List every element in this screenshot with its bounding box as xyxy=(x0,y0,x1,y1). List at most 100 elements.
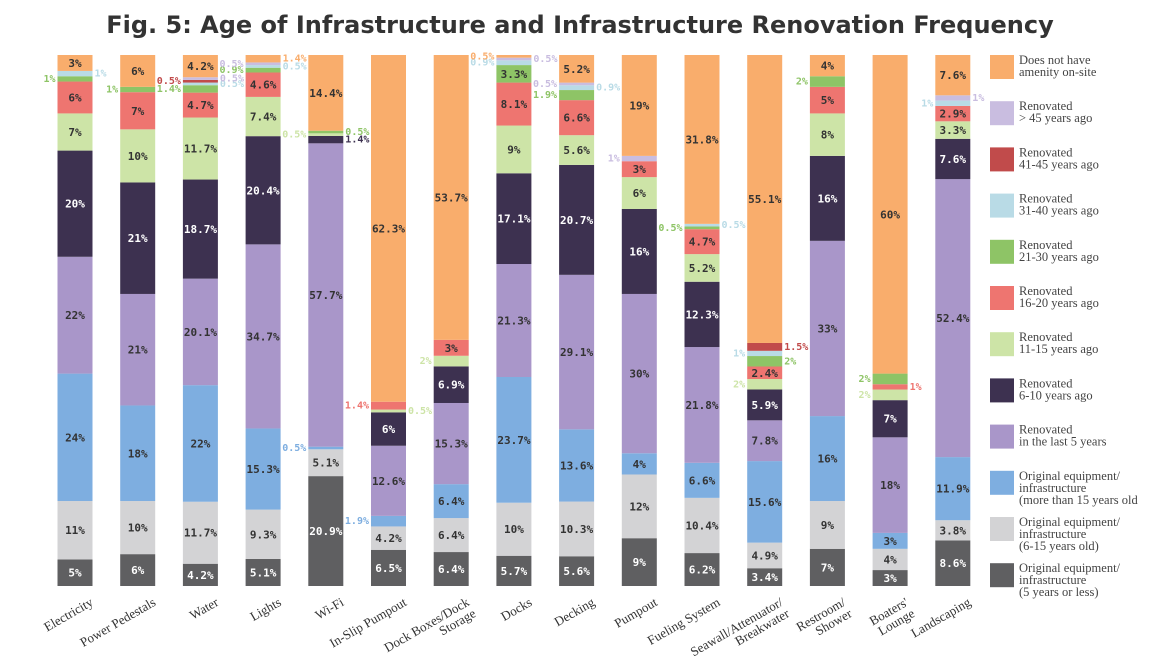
segment-label: 0.5% xyxy=(408,406,432,417)
bar-segment xyxy=(809,416,845,502)
bar-segment xyxy=(182,563,218,586)
bar-segment xyxy=(371,526,406,550)
segment-label: 8% xyxy=(821,129,835,142)
bar-segment xyxy=(747,420,783,462)
bar-segment xyxy=(684,254,720,282)
bar-segment xyxy=(621,177,657,209)
segment-label: 30% xyxy=(629,368,649,381)
segment-label: 0.5% xyxy=(220,74,244,85)
segment-label: 2% xyxy=(784,356,796,367)
bar-segment xyxy=(433,552,469,586)
category-label: Landscaping xyxy=(908,594,973,640)
segment-label: 1.5% xyxy=(784,342,808,353)
segment-label: 22% xyxy=(65,309,85,322)
segment-label: 0.9% xyxy=(220,65,244,76)
bar-segment xyxy=(57,55,93,71)
category-label: Lights xyxy=(247,594,283,624)
segment-label: 1.9% xyxy=(345,516,369,527)
segment-label: 1% xyxy=(95,69,107,80)
bar-segment xyxy=(496,502,532,556)
bar-segment xyxy=(371,515,406,527)
bar-segment xyxy=(182,117,218,180)
bar-segment xyxy=(57,501,93,560)
segment-label: 9.3% xyxy=(250,528,277,541)
segment-label: 2% xyxy=(420,356,432,367)
segment-label: 15.3% xyxy=(247,463,280,476)
segment-label: 57.7% xyxy=(309,289,342,302)
segment-label: 4% xyxy=(821,60,835,73)
bar-segment xyxy=(245,136,281,245)
bar-segment xyxy=(872,55,908,374)
bar-segment xyxy=(747,542,783,569)
segment-label: 13.6% xyxy=(560,459,593,472)
segment-label: 16% xyxy=(629,245,649,258)
segment-label: 3% xyxy=(633,163,647,176)
bar-segment xyxy=(433,339,469,356)
segment-label: 12.3% xyxy=(685,308,718,321)
bar-segment xyxy=(559,135,595,165)
category-label-line: Landscaping xyxy=(908,594,973,640)
segment-label: 9% xyxy=(821,519,835,532)
segment-label: 0.5% xyxy=(283,61,307,72)
bar-segment xyxy=(621,293,657,454)
segment-label: 6.4% xyxy=(438,495,465,508)
bar-segment xyxy=(120,86,156,93)
segment-label: 10.3% xyxy=(560,523,593,536)
segment-label: 20.1% xyxy=(184,326,217,339)
bar-segment xyxy=(308,446,344,450)
segment-label: 4.2% xyxy=(187,569,214,582)
legend-label: Renovated xyxy=(1019,99,1073,113)
bar-segment xyxy=(684,55,720,224)
segment-label: 10% xyxy=(128,150,148,163)
bar-segment xyxy=(496,376,532,503)
segment-label: 0.5% xyxy=(157,76,181,87)
segment-label: 7% xyxy=(131,105,145,118)
bar-segment xyxy=(57,559,93,586)
segment-label: 1.4% xyxy=(283,54,307,65)
category-label-line: Wi-Fi xyxy=(312,594,346,622)
segment-label: 3.3% xyxy=(501,68,528,81)
segment-label: 1.9% xyxy=(533,90,557,101)
category-label-line: Water xyxy=(187,594,222,623)
bar-segment xyxy=(308,476,344,586)
segment-label: 21.3% xyxy=(497,315,530,328)
bar-segment xyxy=(245,72,281,97)
legend-label: Renovated xyxy=(1019,145,1073,159)
legend-swatch xyxy=(990,517,1014,541)
bar-segment xyxy=(182,79,218,83)
segment-label: 0.5% xyxy=(533,79,557,90)
segment-label: 11.7% xyxy=(184,527,217,540)
category-label-line: Lights xyxy=(247,594,283,624)
bar-segment xyxy=(57,70,93,77)
segment-label: 20.9% xyxy=(309,525,342,538)
bar-segment xyxy=(559,100,595,136)
bar-segment xyxy=(496,65,532,83)
bar-segment xyxy=(308,130,344,134)
segment-label: 7% xyxy=(883,413,897,426)
segment-label: 9% xyxy=(507,143,521,156)
segment-label: 5.9% xyxy=(751,399,778,412)
bar-segment xyxy=(120,293,156,406)
bar-segment xyxy=(433,402,469,485)
bar-segment xyxy=(559,85,595,91)
segment-label: 18.7% xyxy=(184,223,217,236)
bar-segment xyxy=(747,350,783,357)
segment-label: 16% xyxy=(817,453,837,466)
segment-label: 5.1% xyxy=(250,566,277,579)
segment-label: 4.7% xyxy=(689,236,716,249)
bars-layer xyxy=(57,55,971,586)
bar-segment xyxy=(935,138,971,180)
segment-label: 18% xyxy=(128,447,148,460)
category-label-line: Decking xyxy=(551,594,597,629)
category-label: Boaters'Lounge xyxy=(867,594,918,638)
segment-label: 52.4% xyxy=(936,312,969,325)
bar-segment xyxy=(57,373,93,502)
bar-segment xyxy=(496,57,532,61)
segment-label: 20% xyxy=(65,198,85,211)
bar-segment xyxy=(747,342,783,351)
bar-segment xyxy=(308,135,344,144)
legend-label: amenity on-site xyxy=(1019,65,1097,79)
bar-segment xyxy=(872,389,908,401)
segment-label: 1% xyxy=(733,348,745,359)
segment-label: 0.5% xyxy=(345,127,369,138)
